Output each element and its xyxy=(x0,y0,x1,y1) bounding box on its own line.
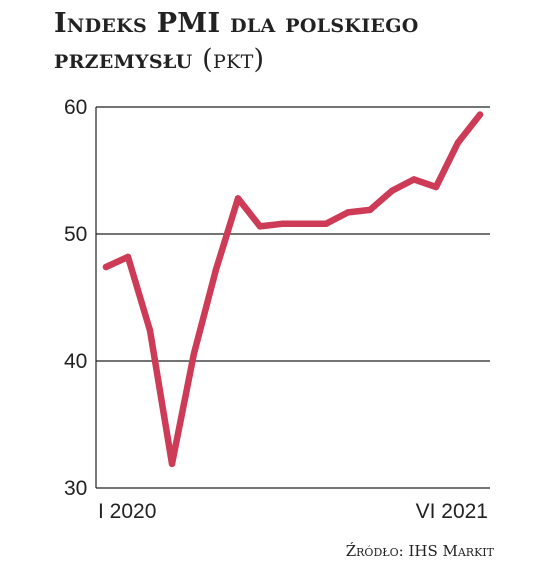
y-tick-label-60: 60 xyxy=(64,96,87,119)
data-point-2020-12 xyxy=(344,209,352,216)
chart-title-unit: (pkt) xyxy=(202,44,265,75)
series-line-0 xyxy=(102,111,484,468)
data-point-2020-10 xyxy=(300,220,308,228)
y-tick-label-30: 30 xyxy=(64,477,87,500)
data-point-2020-09 xyxy=(278,220,286,228)
grid-layer xyxy=(95,106,490,489)
data-point-2020-08 xyxy=(256,223,264,230)
source-note: Źródło: IHS Markit xyxy=(345,542,494,560)
chart-title: Indeks PMI dla polskiego przemysłu (pkt) xyxy=(54,6,524,78)
data-point-2020-03 xyxy=(146,327,154,334)
data-point-2021-06 xyxy=(476,111,484,118)
data-point-2020-04 xyxy=(168,460,176,468)
x-tick-label-end: VI 2021 xyxy=(416,500,488,523)
data-point-2021-04 xyxy=(432,183,440,191)
series-layer xyxy=(102,111,484,468)
chart-title-main: Indeks PMI dla polskiego przemysłu xyxy=(54,8,419,75)
data-point-2020-06 xyxy=(212,266,220,273)
data-point-2020-02 xyxy=(124,253,132,261)
data-point-2020-11 xyxy=(322,220,330,228)
data-point-2021-05 xyxy=(454,139,462,146)
data-point-2021-01 xyxy=(366,206,374,214)
data-point-2021-03 xyxy=(410,176,418,183)
x-tick-labels: I 2020 VI 2021 xyxy=(98,500,488,523)
y-tick-labels: 30 40 50 60 xyxy=(64,96,87,500)
data-point-2020-07 xyxy=(234,195,242,202)
y-tick-label-40: 40 xyxy=(64,350,87,373)
x-tick-label-start: I 2020 xyxy=(98,500,156,523)
y-tick-label-50: 50 xyxy=(64,223,87,246)
data-point-2020-05 xyxy=(190,350,198,357)
data-point-2021-02 xyxy=(388,187,396,195)
data-point-2020-01 xyxy=(102,263,110,271)
